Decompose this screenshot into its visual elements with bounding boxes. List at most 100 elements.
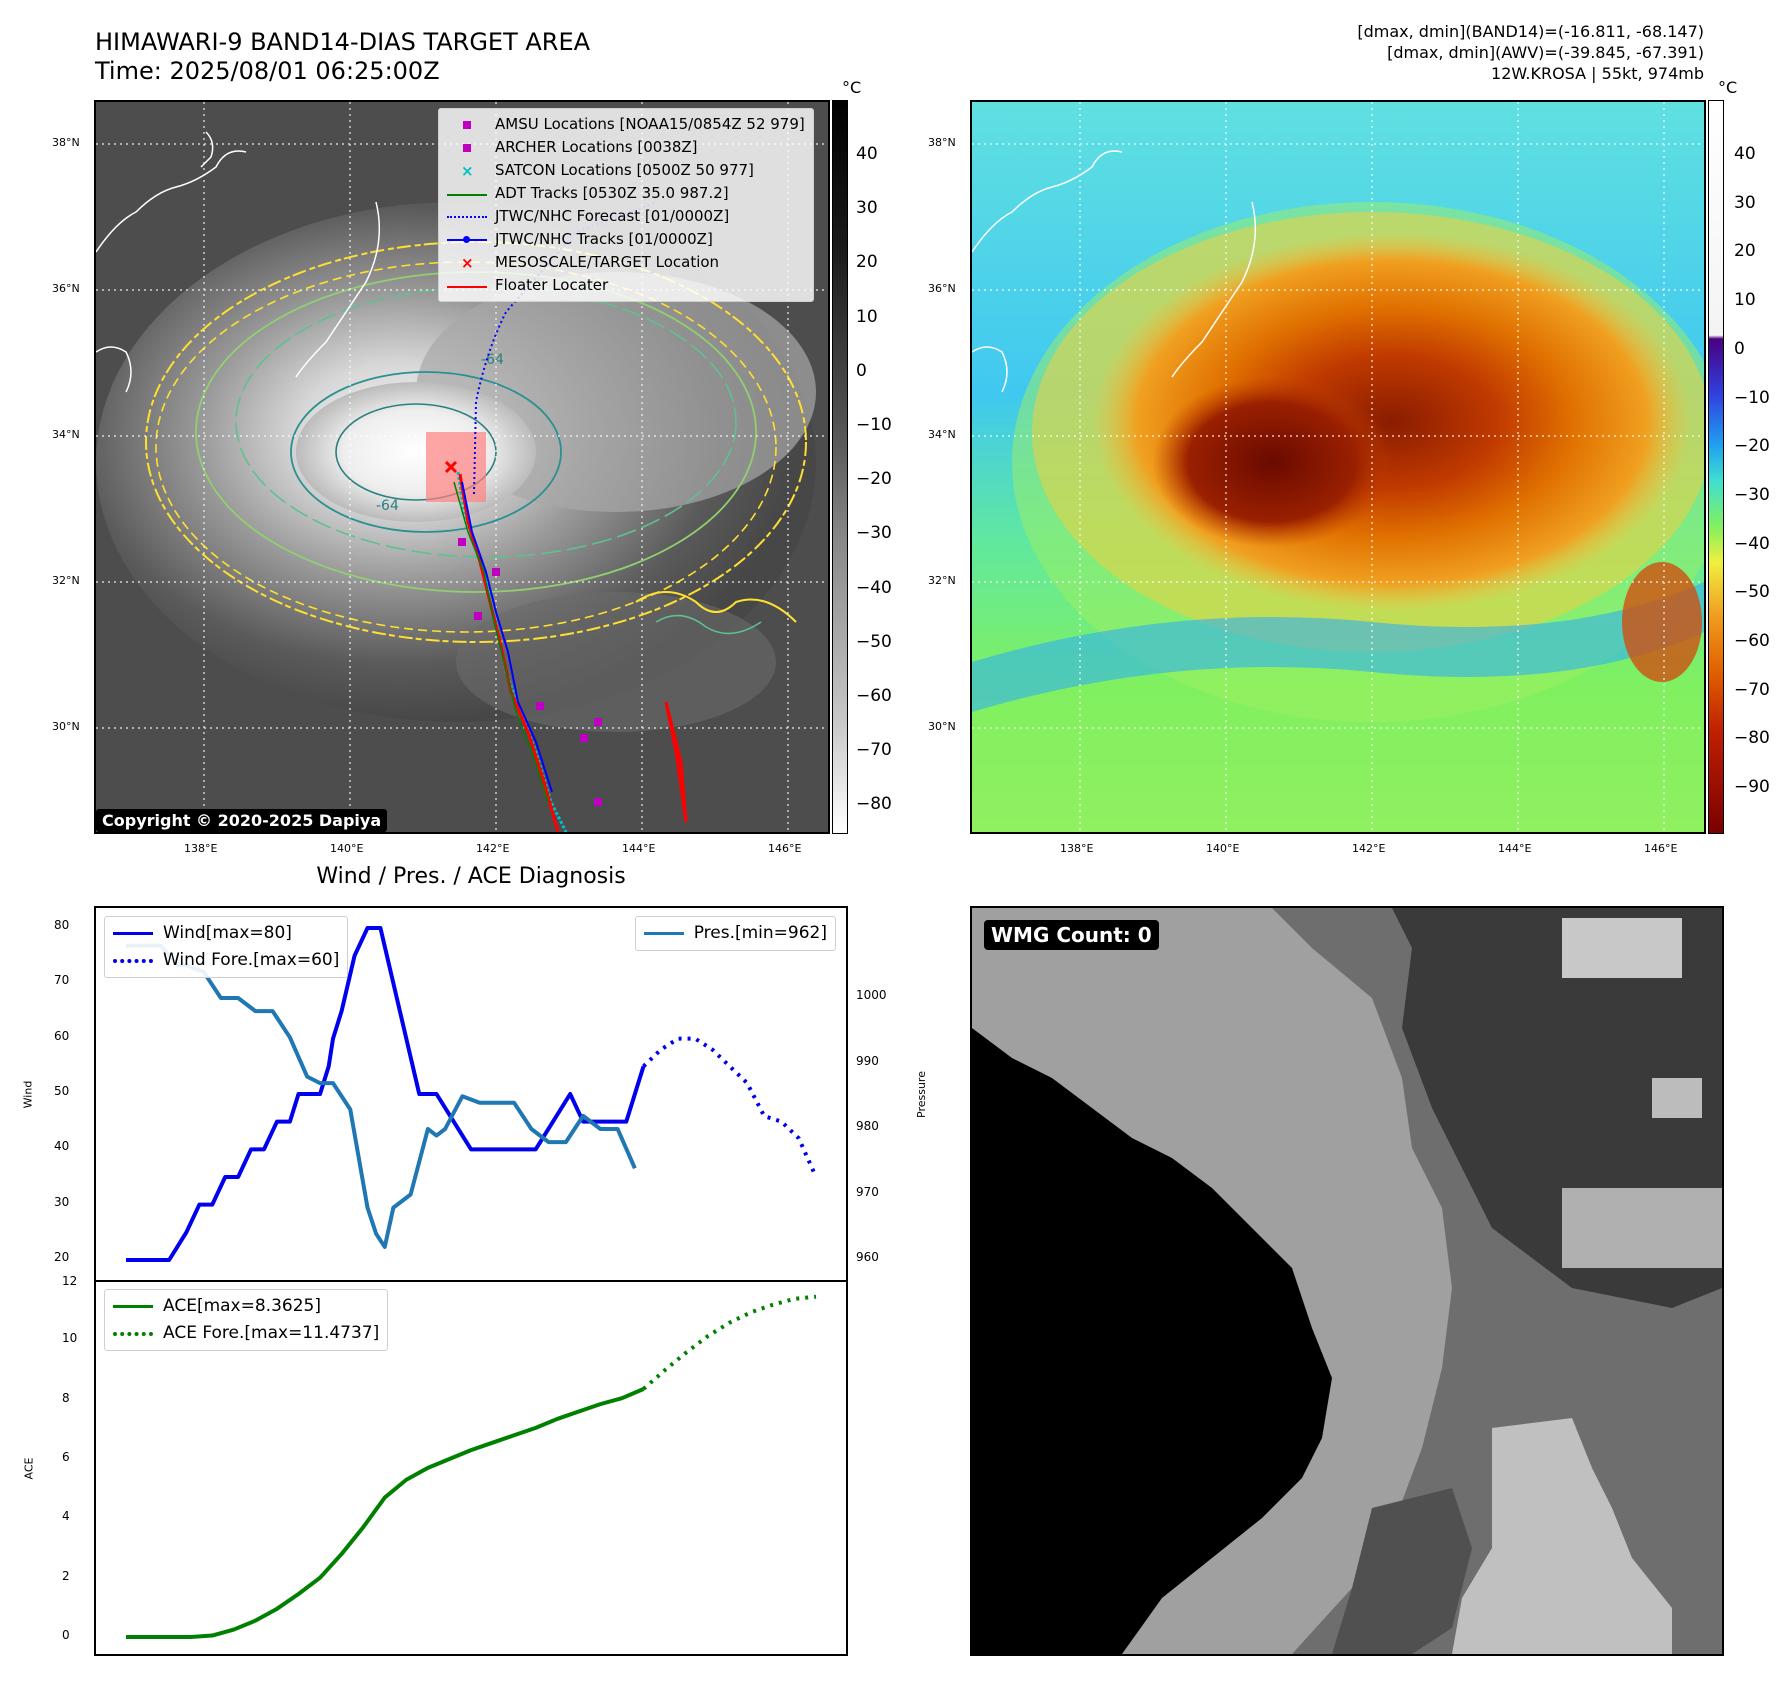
lon-label: 146°E — [768, 842, 802, 855]
colorbar-gray-tick: −20 — [856, 469, 892, 490]
colorbar-awv-tick: −50 — [1734, 582, 1770, 603]
wind-legend: Wind[max=80] Wind Fore.[max=60] — [104, 916, 349, 978]
wind-tick: 40 — [54, 1139, 70, 1154]
ace-panel: ACE[max=8.3625] ACE Fore.[max=11.4737] — [94, 1280, 848, 1656]
colorbar-gray-tick: −30 — [856, 523, 892, 544]
map-legend: AMSU Locations [NOAA15/0854Z 52 979] ARC… — [438, 108, 814, 302]
ace-legend: ACE[max=8.3625] ACE Fore.[max=11.4737] — [104, 1289, 389, 1351]
pressure-tick: 970 — [856, 1184, 879, 1199]
legend-adt: ADT Tracks [0530Z 35.0 987.2] — [447, 182, 805, 205]
ace-tick: 4 — [62, 1509, 70, 1524]
floater-track — [458, 473, 560, 832]
wind-tick: 20 — [54, 1250, 70, 1264]
wmg-map — [972, 908, 1722, 1654]
ace-tick: 2 — [62, 1568, 70, 1583]
lat-label: 36°N — [52, 282, 80, 295]
legend-floater: Floater Locater — [447, 274, 805, 297]
legend-archer: ARCHER Locations [0038Z] — [447, 136, 805, 159]
ace-tick: 0 — [62, 1628, 70, 1642]
colorbar-awv-unit: °C — [1718, 78, 1738, 97]
colorbar-awv-tick: −60 — [1734, 631, 1770, 651]
lon-label: 138°E — [1060, 842, 1094, 855]
awv-map-panel — [970, 100, 1706, 834]
legend-target: × MESOSCALE/TARGET Location — [461, 253, 720, 272]
lat-label: 38°N — [52, 136, 80, 149]
pressure-tick: 960 — [856, 1250, 879, 1264]
colorbar-gray-tick: 0 — [856, 360, 867, 381]
lon-label: 144°E — [1498, 842, 1532, 855]
wmg-count-badge: WMG Count: 0 — [984, 920, 1159, 950]
wind-tick: 60 — [54, 1028, 70, 1043]
pressure-legend: Pres.[min=962] — [634, 916, 836, 951]
info-storm: 12W.KROSA | 55kt, 974mb — [1491, 64, 1704, 83]
ace-chart — [126, 1294, 817, 1639]
legend-satcon: × SATCON Locations [0500Z 50 977] — [461, 161, 754, 180]
wind-axis-label: Wind — [21, 1080, 35, 1109]
lon-label: 140°E — [330, 842, 364, 855]
colorbar-gray-tick: −70 — [856, 740, 892, 761]
legend-forecast: JTWC/NHC Forecast [01/0000Z] — [447, 205, 805, 228]
wind-tick: 30 — [54, 1194, 70, 1209]
lat-label: 34°N — [52, 428, 80, 441]
lat-label: 36°N — [928, 282, 956, 295]
ace-axis-label: ACE — [22, 1457, 36, 1480]
ace-line — [126, 1387, 645, 1639]
wind-forecast-line — [642, 1036, 818, 1178]
wind-tick: 70 — [54, 973, 70, 988]
ace-tick: 12 — [62, 1274, 78, 1288]
legend-wind: Wind[max=80] — [113, 920, 339, 947]
lat-label: 30°N — [52, 720, 80, 733]
colorbar-awv — [1708, 100, 1724, 834]
contour-label-top: -64 — [481, 352, 504, 368]
ir-map-panel: -64 -64 — [94, 100, 830, 834]
lon-label: 142°E — [476, 842, 510, 855]
contour-label-bottom: -64 — [376, 498, 399, 514]
legend-ace-fore: ACE Fore.[max=11.4737] — [113, 1320, 379, 1347]
legend-ace: ACE[max=8.3625] — [113, 1293, 379, 1320]
wind-pressure-panel: Wind[max=80] Wind Fore.[max=60] Pres.[mi… — [94, 906, 848, 1282]
lon-label: 140°E — [1206, 842, 1240, 855]
lon-label: 138°E — [184, 842, 218, 855]
colorbar-awv-tick: −40 — [1734, 533, 1770, 554]
ace-tick: 10 — [62, 1331, 78, 1346]
wind-tick: 50 — [54, 1084, 70, 1098]
colorbar-gray-tick: −60 — [856, 686, 892, 706]
legend-jtwc-track: JTWC/NHC Tracks [01/0000Z] — [447, 228, 805, 251]
legend-amsu: AMSU Locations [NOAA15/0854Z 52 979] — [447, 113, 805, 136]
pressure-tick: 1000 — [856, 988, 887, 1002]
gridlines — [972, 102, 1704, 832]
wmg-panel: WMG Count: 0 — [970, 906, 1724, 1656]
lat-label: 32°N — [928, 574, 956, 587]
diagnosis-title: Wind / Pres. / ACE Diagnosis — [316, 864, 626, 889]
lat-label: 32°N — [52, 574, 80, 587]
jtwc-forecast-track — [473, 201, 657, 495]
colorbar-gray-tick: −10 — [856, 415, 892, 435]
timestamp: Time: 2025/08/01 06:25:00Z — [95, 57, 440, 85]
colorbar-gray-unit: °C — [842, 78, 862, 97]
colorbar-awv-tick: −90 — [1734, 777, 1770, 798]
pressure-tick: 990 — [856, 1053, 879, 1068]
lat-label: 38°N — [928, 136, 956, 149]
colorbar-awv-tick: 30 — [1734, 192, 1756, 213]
colorbar-awv-tick: −80 — [1734, 728, 1770, 749]
target-location-marker — [444, 460, 458, 474]
copyright-label: Copyright © 2020-2025 Dapiya — [96, 809, 388, 832]
colorbar-gray-tick: 40 — [856, 144, 878, 164]
colorbar-gray-tick: 20 — [856, 252, 878, 273]
colorbar-awv-tick: −20 — [1734, 436, 1770, 457]
lat-label: 30°N — [928, 720, 956, 733]
wind-tick: 80 — [54, 918, 70, 932]
legend-wind-fore: Wind Fore.[max=60] — [113, 947, 339, 974]
colorbar-gray-tick: 30 — [856, 198, 878, 219]
colorbar-awv-tick: −70 — [1734, 679, 1770, 700]
lon-label: 144°E — [622, 842, 656, 855]
pressure-line — [126, 943, 637, 1249]
colorbar-awv-tick: 0 — [1734, 338, 1745, 359]
colorbar-gray-tick: −80 — [856, 794, 892, 815]
ace-tick: 6 — [62, 1450, 70, 1464]
ace-forecast-line — [642, 1294, 817, 1391]
lat-label: 34°N — [928, 428, 956, 441]
ace-tick: 8 — [62, 1390, 70, 1405]
wind-line — [126, 926, 646, 1262]
colorbar-awv-tick: 20 — [1734, 241, 1756, 262]
